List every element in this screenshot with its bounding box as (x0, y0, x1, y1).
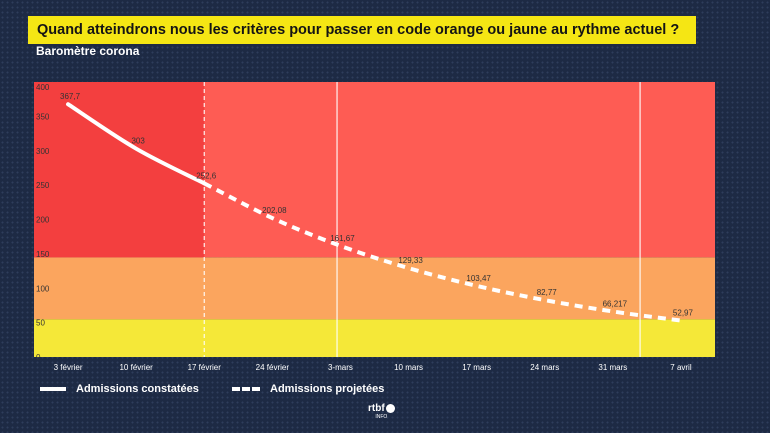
y-tick-label: 150 (36, 250, 50, 259)
data-label: 129,33 (398, 256, 423, 265)
x-tick-label: 24 mars (530, 363, 559, 372)
x-tick-label: 17 février (188, 363, 222, 372)
y-tick-label: 250 (36, 181, 50, 190)
data-label: 252,6 (196, 171, 217, 180)
x-tick-label: 31 mars (598, 363, 627, 372)
data-label: 161,67 (330, 234, 355, 243)
logo-subtext: INFO (375, 414, 388, 421)
band-0 (34, 319, 715, 357)
band-1 (34, 257, 715, 320)
legend-label-observed: Admissions constatées (76, 383, 199, 395)
x-tick-label: 3-mars (328, 363, 353, 372)
series-line-observed (66, 102, 207, 186)
data-label: 52,97 (673, 309, 694, 318)
data-label: 367,7 (60, 92, 81, 101)
data-label: 202,08 (262, 206, 287, 215)
data-label: 66,217 (603, 299, 628, 308)
logo-badge-icon (385, 404, 395, 413)
y-tick-label: 400 (36, 83, 50, 92)
x-tick-label: 7 avril (670, 363, 692, 372)
x-tick-label: 10 mars (394, 363, 423, 372)
y-tick-label: 300 (36, 147, 50, 156)
x-tick-label: 10 février (119, 363, 153, 372)
y-tick-label: 50 (36, 319, 45, 328)
data-label: 303 (131, 137, 145, 146)
chart-subtitle: Baromètre corona (36, 44, 140, 58)
y-tick-label: 0 (36, 353, 41, 362)
legend-solid-line-icon (40, 387, 66, 391)
chart-title: Quand atteindrons nous les critères pour… (28, 16, 696, 44)
logo-text: rtbf (368, 403, 385, 415)
legend-dashed-line-icon (232, 387, 260, 391)
x-tick-label: 24 février (256, 363, 290, 372)
legend-label-projected: Admissions projetées (270, 383, 385, 395)
legend-item-observed: Admissions constatées (40, 383, 199, 395)
rtbf-logo: rtbf INFO (368, 404, 395, 422)
data-label: 103,47 (466, 274, 491, 283)
y-tick-label: 350 (36, 112, 50, 121)
x-tick-label: 17 mars (462, 363, 491, 372)
x-tick-label: 3 février (54, 363, 83, 372)
legend-item-projected: Admissions projetées (232, 383, 384, 395)
data-label: 82,77 (537, 288, 558, 297)
series-line-projected (203, 181, 682, 323)
y-tick-label: 100 (36, 284, 50, 293)
y-tick-label: 200 (36, 216, 50, 225)
